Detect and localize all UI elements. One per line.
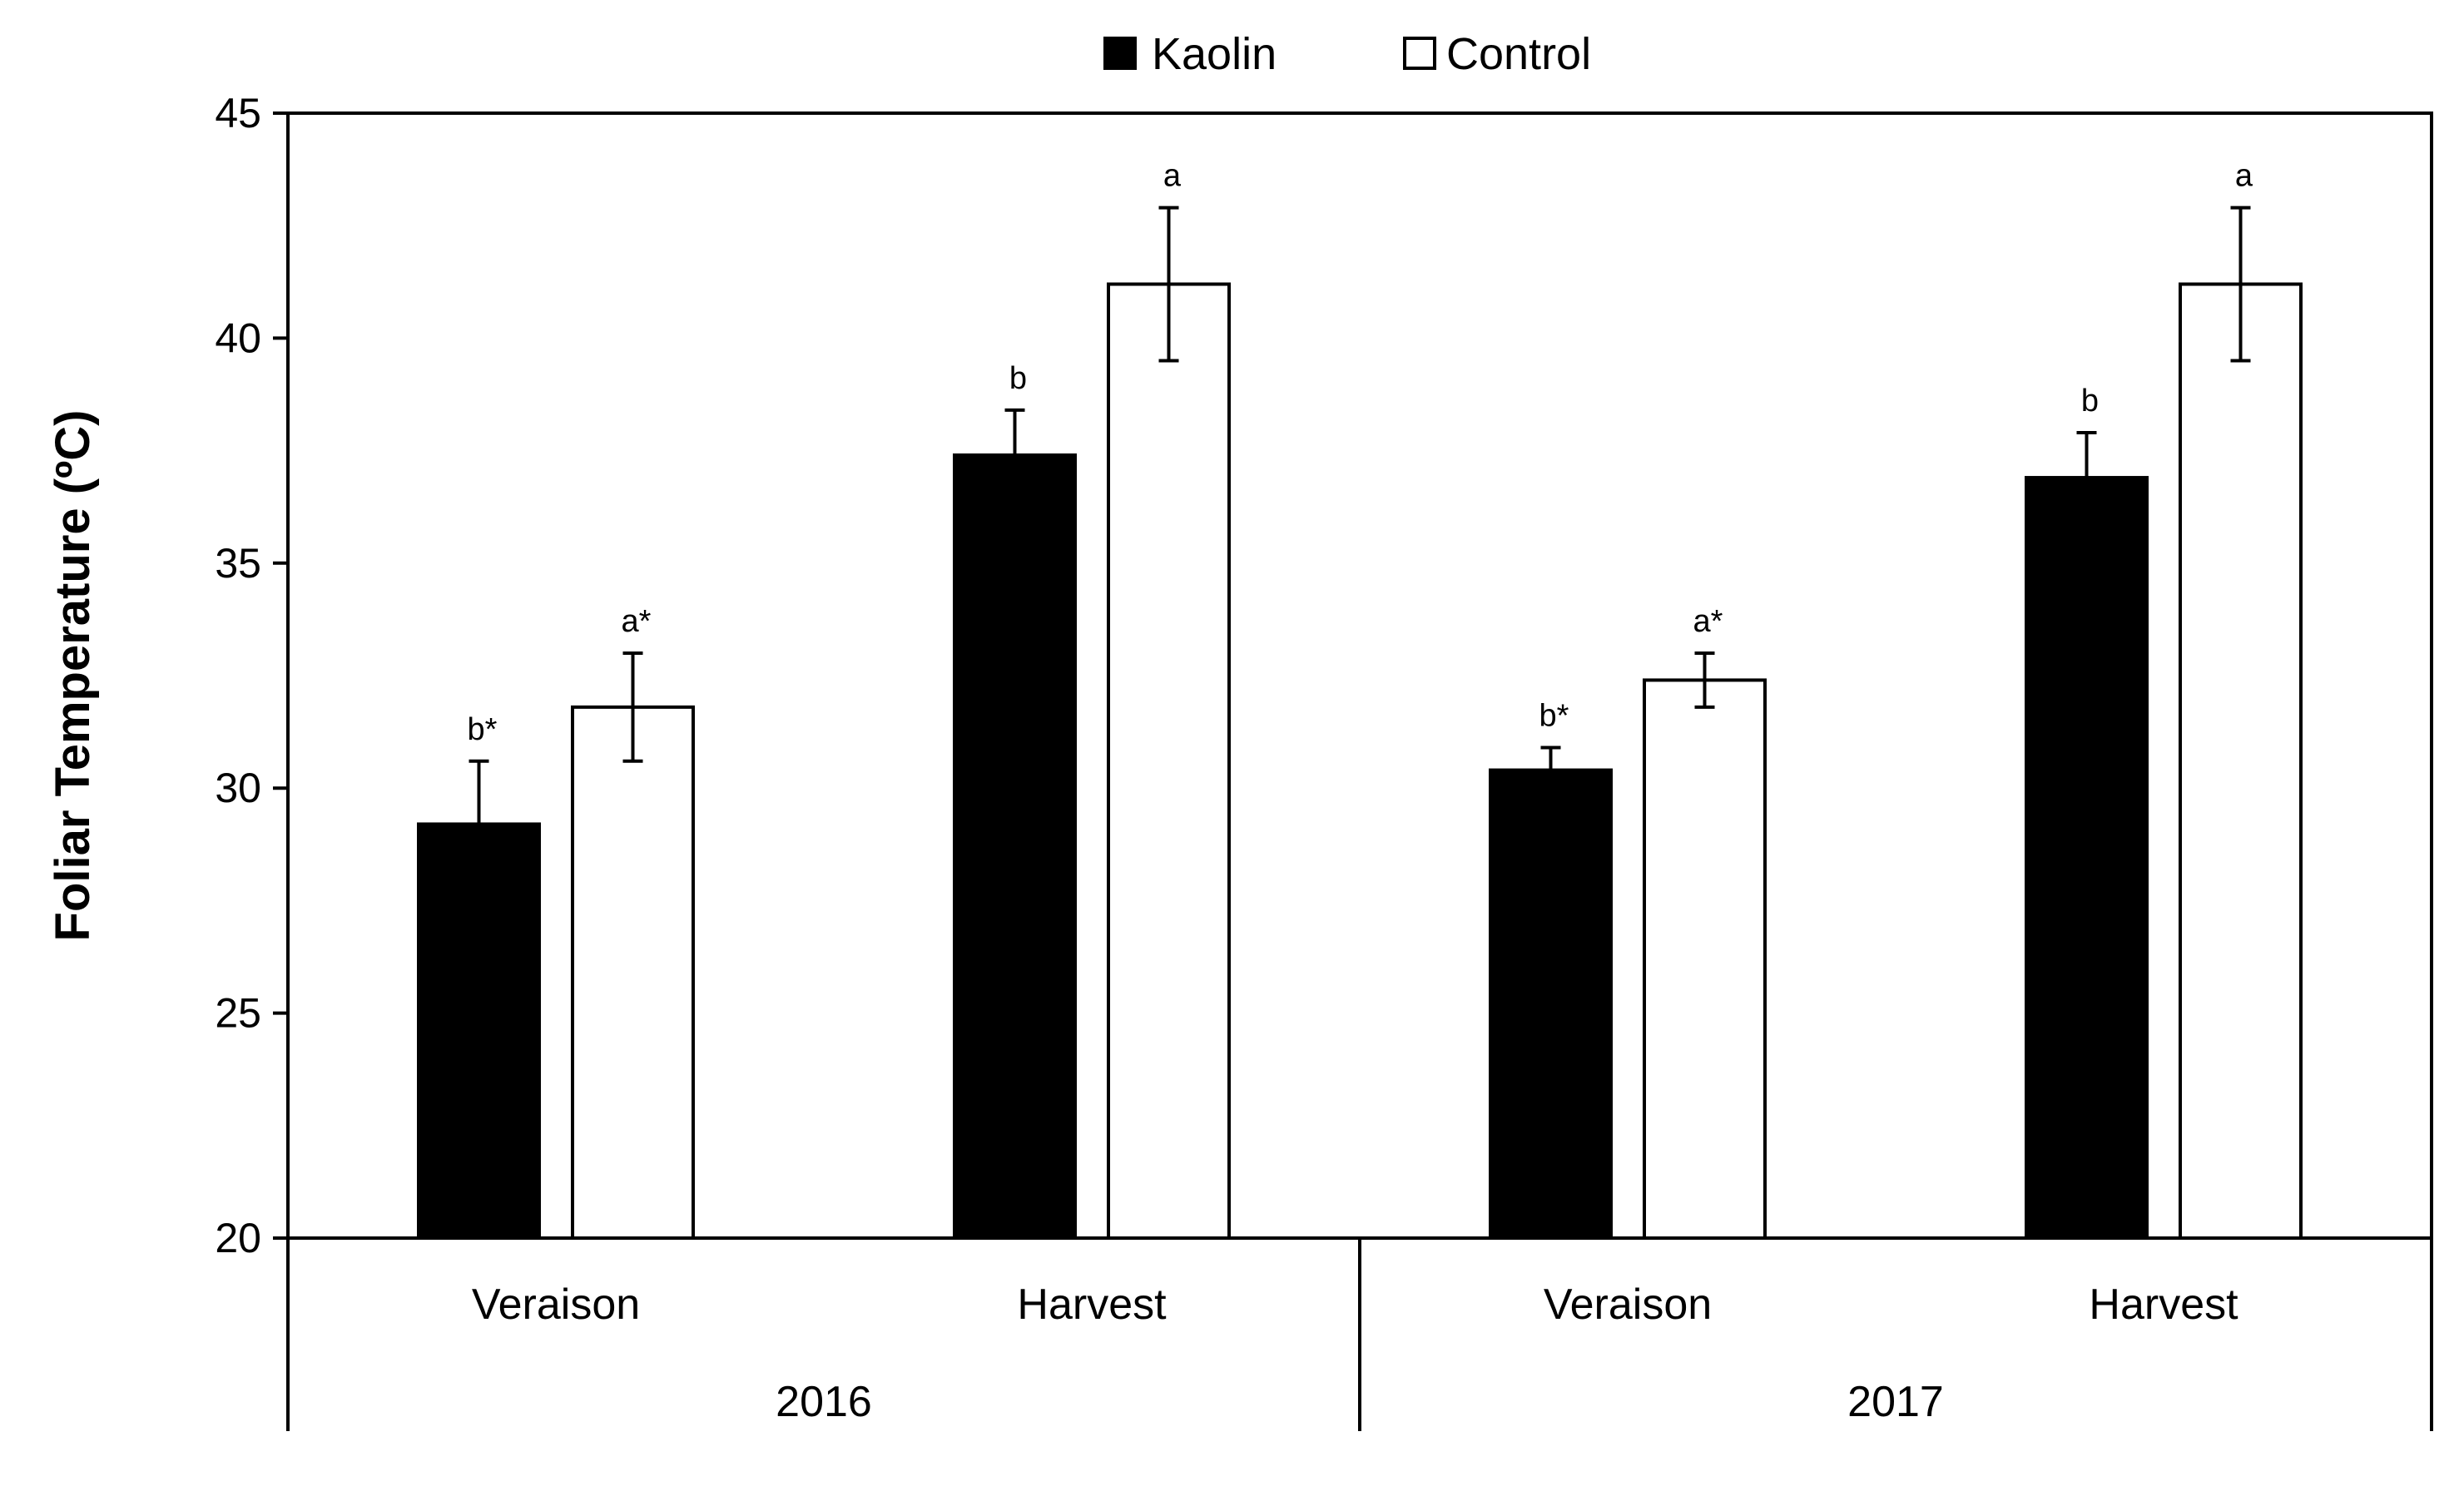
category-label: Veraison [1544, 1281, 1712, 1329]
category-label: Harvest [1017, 1281, 1167, 1329]
y-tick-label: 30 [215, 765, 261, 811]
control-bar [571, 705, 695, 1240]
y-tick-label: 20 [215, 1215, 261, 1261]
significance-label: a* [622, 604, 652, 639]
significance-label: a* [1693, 604, 1723, 639]
legend: Kaolin Control [1103, 29, 1591, 79]
significance-label: b* [1539, 699, 1569, 734]
significance-label: b [2081, 384, 2099, 419]
kaolin-bar [953, 453, 1077, 1240]
legend-label: Control [1446, 29, 1591, 79]
control-bar [1107, 282, 1231, 1240]
control-legend-swatch [1403, 37, 1436, 70]
legend-label: Kaolin [1152, 29, 1277, 79]
kaolin-bar [417, 822, 541, 1240]
kaolin-bar [1489, 768, 1613, 1240]
category-label: Harvest [2089, 1281, 2238, 1329]
significance-label: a [2235, 159, 2253, 194]
y-tick-label: 40 [215, 315, 261, 361]
labels: 20 25 30 35 40 45 Foliar Temperature (ºC) 2016 V… [46, 90, 2253, 1426]
kaolin-bar [2025, 476, 2149, 1240]
y-tick-label: 35 [215, 540, 261, 587]
group-label: 2017 [1847, 1378, 1944, 1426]
significance-label: b [1009, 361, 1027, 396]
kaolin-legend-swatch [1103, 37, 1137, 70]
significance-label: b* [468, 712, 498, 747]
control-bar [1643, 678, 1767, 1240]
y-tick-label: 25 [215, 990, 261, 1037]
significance-label: a [1163, 159, 1182, 194]
control-bar [2179, 282, 2303, 1240]
group-label: 2016 [776, 1378, 872, 1426]
y-tick-label: 45 [215, 90, 261, 136]
axes [273, 111, 2433, 1431]
y-axis-label: Foliar Temperature (ºC) [46, 410, 100, 942]
bars [417, 206, 2303, 1240]
category-label: Veraison [472, 1281, 640, 1329]
